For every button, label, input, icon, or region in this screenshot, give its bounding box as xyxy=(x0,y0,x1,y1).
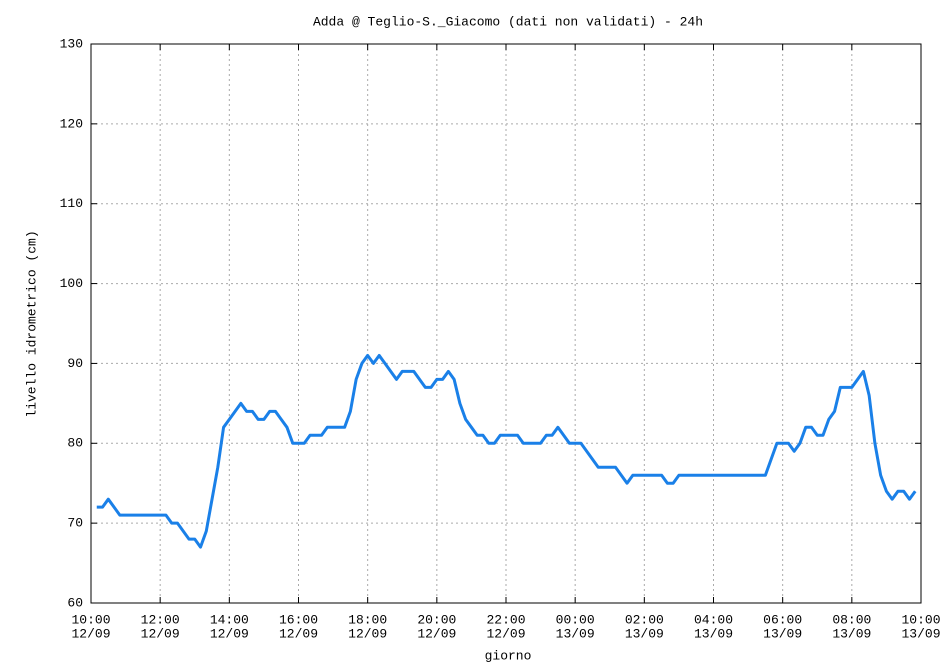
x-tick-label: 12/09 xyxy=(141,626,180,641)
x-tick-label: 06:00 xyxy=(763,612,802,627)
x-tick-label: 02:00 xyxy=(625,612,664,627)
y-tick-label: 60 xyxy=(67,595,83,610)
x-tick-label: 14:00 xyxy=(210,612,249,627)
y-tick-label: 130 xyxy=(60,36,83,51)
x-tick-label: 13/09 xyxy=(901,626,940,641)
y-tick-label: 80 xyxy=(67,436,83,451)
x-tick-label: 12:00 xyxy=(141,612,180,627)
x-tick-label: 04:00 xyxy=(694,612,733,627)
x-tick-label: 13/09 xyxy=(694,626,733,641)
y-tick-label: 90 xyxy=(67,356,83,371)
x-tick-label: 18:00 xyxy=(348,612,387,627)
x-tick-label: 12/09 xyxy=(71,626,110,641)
y-tick-label: 70 xyxy=(67,516,83,531)
x-tick-label: 12/09 xyxy=(210,626,249,641)
grid xyxy=(90,43,922,604)
x-tick-label: 13/09 xyxy=(556,626,595,641)
x-tick-label: 12/09 xyxy=(348,626,387,641)
x-tick-label: 10:00 xyxy=(71,612,110,627)
x-tick-label: 22:00 xyxy=(486,612,525,627)
x-tick-label: 16:00 xyxy=(279,612,318,627)
x-tick-label: 12/09 xyxy=(279,626,318,641)
x-tick-label: 10:00 xyxy=(901,612,940,627)
y-axis-label: livello idrometrico (cm) xyxy=(24,230,39,417)
y-tick-label: 100 xyxy=(60,276,83,291)
x-tick-label: 13/09 xyxy=(832,626,871,641)
y-tick-label: 110 xyxy=(60,196,83,211)
chart-title: Adda @ Teglio-S._Giacomo (dati non valid… xyxy=(313,14,703,29)
x-tick-label: 13/09 xyxy=(763,626,802,641)
y-tick-label: 120 xyxy=(60,116,83,131)
x-axis-label: giorno xyxy=(485,648,532,663)
data-line xyxy=(96,353,917,549)
x-tick-label: 00:00 xyxy=(556,612,595,627)
x-tick-label: 08:00 xyxy=(832,612,871,627)
x-tick-label: 13/09 xyxy=(625,626,664,641)
x-tick-label: 12/09 xyxy=(417,626,456,641)
x-tick-label: 20:00 xyxy=(417,612,456,627)
x-tick-label: 12/09 xyxy=(486,626,525,641)
